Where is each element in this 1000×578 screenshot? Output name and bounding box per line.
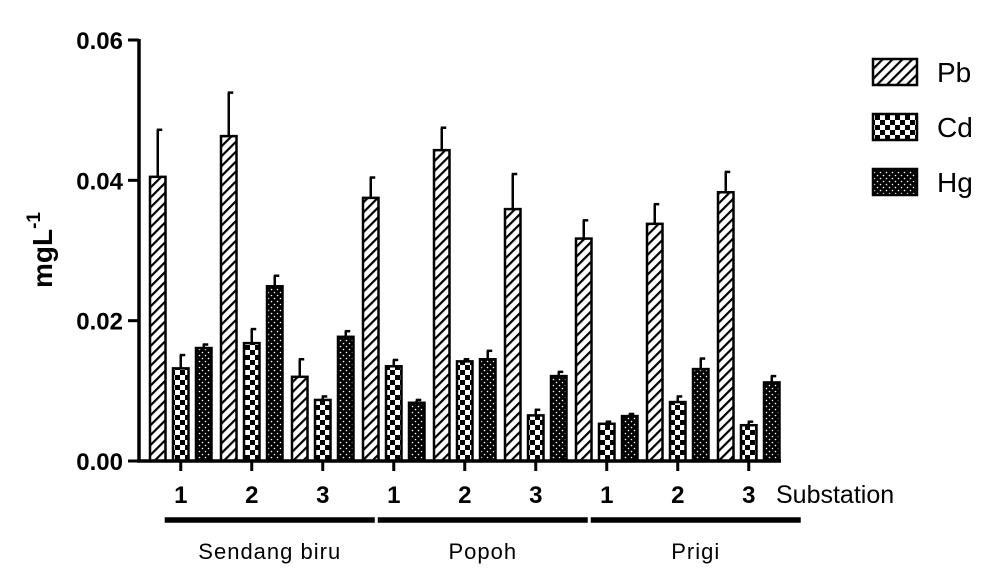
bar-pb — [148, 175, 167, 463]
substation-label: 3 — [529, 482, 542, 509]
group-label: Popoh — [448, 539, 517, 564]
y-tick-label: 0.02 — [76, 309, 123, 336]
substation-label: 1 — [174, 482, 187, 509]
substation-label: 3 — [742, 482, 755, 509]
bar-pb — [290, 375, 309, 463]
bars — [148, 91, 781, 463]
bar-hg — [265, 285, 284, 463]
legend: Pb Cd Hg — [871, 57, 973, 198]
bar-cd — [384, 365, 403, 463]
legend-swatch-cd — [871, 112, 919, 142]
substation-label: 2 — [458, 482, 471, 509]
substation-label: 2 — [671, 482, 684, 509]
bar-pb — [219, 134, 238, 463]
legend-label-pb: Pb — [937, 57, 971, 88]
bar-cd — [171, 367, 190, 463]
y-tick-label: 0.00 — [76, 449, 123, 476]
substation-label: 1 — [387, 482, 400, 509]
bar-pb — [716, 191, 735, 463]
bar-hg — [194, 346, 213, 463]
bar-cd — [242, 341, 261, 463]
bar-hg — [407, 401, 426, 463]
x-axis-title: Substation — [776, 481, 894, 509]
bar-hg — [691, 367, 710, 463]
bar-cd — [526, 414, 545, 463]
bar-pb — [361, 196, 380, 463]
legend-label-cd: Cd — [937, 112, 973, 143]
bar-hg — [549, 374, 568, 463]
legend-swatch-pb — [871, 57, 919, 87]
bar-pb — [432, 148, 451, 463]
legend-swatch-hg — [871, 167, 919, 197]
bar-cd — [313, 398, 332, 463]
y-axis-title: mgL-1 — [24, 212, 58, 288]
group-label: Sendang biru — [198, 539, 341, 564]
group-label: Prigi — [671, 539, 720, 564]
bar-pb — [503, 207, 522, 463]
bar-hg — [762, 381, 781, 463]
y-tick-label: 0.06 — [76, 28, 123, 55]
bar-hg — [336, 335, 355, 463]
legend-label-hg: Hg — [937, 167, 973, 198]
bar-hg — [478, 358, 497, 463]
bar-cd — [455, 360, 474, 463]
bar-cd — [739, 423, 758, 463]
y-axis: 0.00 0.02 0.04 0.06 — [76, 28, 141, 476]
substation-label: 2 — [245, 482, 258, 509]
bar-hg — [620, 414, 639, 463]
bar-pb — [645, 222, 664, 463]
substation-label: 1 — [600, 482, 613, 509]
x-axis: 1 2 3 Sendang biru 1 2 3 Popoh 1 2 3 Prigi — [137, 459, 801, 564]
bar-pb — [574, 237, 593, 463]
bar-cd — [597, 422, 616, 463]
substation-label: 3 — [316, 482, 329, 509]
y-tick-label: 0.04 — [76, 168, 123, 195]
bar-cd — [668, 400, 687, 463]
